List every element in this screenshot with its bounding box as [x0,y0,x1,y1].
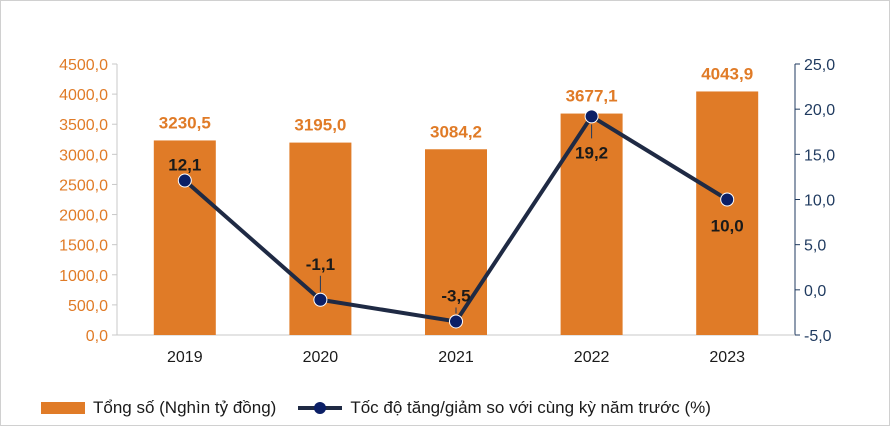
line-point-2023 [720,192,735,207]
line-point-2019 [177,173,192,188]
bar-value-label: 3677,1 [566,87,618,106]
legend-swatch-line [298,402,343,414]
bar-2019 [153,140,216,335]
left-tick-label: 2500,0 [59,177,108,194]
bar-value-label: 3230,5 [159,113,211,132]
left-tick-label: 1500,0 [59,238,108,255]
x-axis-labels: 2019 2020 2021 2022 2023 [167,349,745,366]
line-value-label: -3,5 [441,286,470,305]
bar-value-label: 4043,9 [701,64,753,83]
legend-label-bar: Tổng số (Nghìn tỷ đồng) [93,398,277,417]
legend-item-bar: Tổng số (Nghìn tỷ đồng) [41,398,276,418]
left-tick-label: 1000,0 [59,268,108,285]
right-tick-label: -5,0 [804,328,832,345]
right-axis-ticks: -5,0 0,0 5,0 10,0 15,0 20,0 25,0 [795,57,835,345]
left-tick-label: 4000,0 [59,87,108,104]
x-tick-label: 2020 [303,349,339,366]
x-tick-label: 2021 [438,349,474,366]
x-tick-label: 2022 [574,349,610,366]
bar-2021 [425,149,487,335]
right-tick-label: 25,0 [804,57,835,74]
right-tick-label: 5,0 [804,238,826,255]
bar-2023 [696,91,759,336]
legend: Tổng số (Nghìn tỷ đồng) Tốc độ tăng/giảm… [41,396,733,420]
left-axis-ticks: 0,0 500,0 1000,0 1500,0 2000,0 2500,0 3000,0 35… [59,57,117,345]
bar-series [153,91,759,336]
line-value-label: 10,0 [711,217,744,236]
left-tick-label: 2000,0 [59,208,108,225]
left-tick-label: 3000,0 [59,147,108,164]
legend-item-line: Tốc độ tăng/giảm so với cùng kỳ năm trướ… [298,398,711,418]
line-value-label: 12,1 [168,156,201,175]
bar-value-label: 3195,0 [294,116,346,135]
left-tick-label: 3500,0 [59,117,108,134]
legend-label-line: Tốc độ tăng/giảm so với cùng kỳ năm trướ… [350,398,711,417]
left-tick-label: 0,0 [86,328,108,345]
line-point-2021 [449,314,463,329]
line-series [177,109,735,329]
line-point-2020 [313,292,328,307]
left-tick-label: 4500,0 [59,57,108,74]
line-value-label: 19,2 [575,143,608,162]
right-tick-label: 15,0 [804,147,835,164]
x-tick-label: 2023 [709,349,745,366]
legend-swatch-bar [41,402,85,414]
line-point-2022 [584,109,599,124]
right-tick-label: 20,0 [804,102,835,119]
left-tick-label: 500,0 [68,298,108,315]
bar-value-label: 3084,2 [430,122,482,141]
data-labels: 3230,5 3195,0 3084,2 3677,1 4043,9 12,1 -1,1 -3… [159,64,753,314]
combo-chart: 0,0 500,0 1000,0 1500,0 2000,0 2500,0 3000,0 35… [59,57,835,366]
line-value-label: -1,1 [306,255,335,274]
right-tick-label: 0,0 [804,283,826,300]
right-tick-label: 10,0 [804,193,835,210]
x-tick-label: 2019 [167,349,203,366]
